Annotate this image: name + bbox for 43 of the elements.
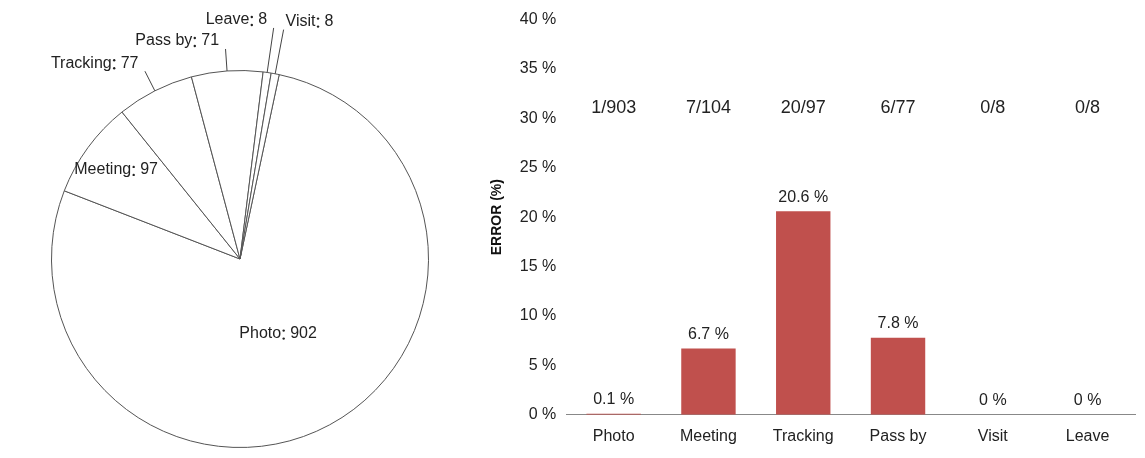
data-label: 97 [140,160,159,178]
annotation: 7/104 [685,97,731,118]
annotation: 0/8 [980,97,1006,118]
bar [681,348,736,415]
data-label: 8 [324,12,334,30]
y-tick-label: 30 % [519,108,557,126]
slice-label: Leave [205,10,250,28]
annotation: 0/8 [1075,97,1101,118]
data-label: 7.8 % [877,314,919,332]
bar [776,211,831,415]
y-tick-label: 20 % [519,207,557,225]
y-tick-label: 0 % [528,405,557,423]
slice-label: Tracking [50,53,112,71]
y-tick-label: 25 % [519,158,557,176]
slice-label: Visit [285,12,317,30]
data-label: 6.7 % [687,325,729,343]
x-tick-label: Photo [592,426,635,444]
y-axis-title: ERROR (%) [488,179,505,256]
x-tick-label: Pass by [869,426,927,444]
data-label: 902 [290,324,317,342]
x-tick-label: Meeting [679,426,737,444]
data-label: 8 [258,10,268,28]
x-tick-label: Tracking [772,426,834,444]
data-label: 20.6 % [778,187,829,205]
slice-label: Photo [239,324,282,342]
y-tick-label: 10 % [519,306,557,324]
slice-label: Pass by [135,31,193,49]
y-tick-label: 5 % [528,355,557,373]
data-label: 77 [120,53,139,71]
data-label: 0 % [1073,391,1102,409]
x-tick-label: Visit [977,426,1009,444]
y-tick-label: 35 % [519,59,557,77]
annotation: 6/77 [880,97,916,118]
data-label: 71 [201,31,220,49]
bar [870,337,926,415]
data-label: 0.1 % [593,390,635,408]
annotation: 1/903 [591,97,637,118]
y-tick-label: 40 % [519,10,557,28]
y-tick-label: 15 % [519,257,557,275]
annotation: 20/97 [780,97,826,118]
slice-label: Meeting [74,160,132,178]
x-tick-label: Leave [1065,426,1110,444]
data-label: 0 % [979,391,1007,409]
